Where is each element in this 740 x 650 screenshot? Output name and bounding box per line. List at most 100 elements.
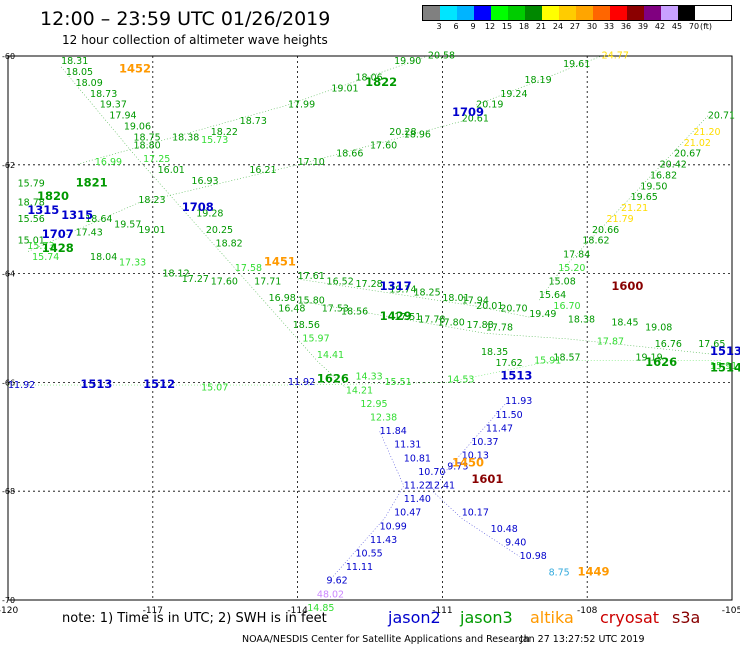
longitude-label: -120 — [0, 606, 18, 616]
sat-cryosat-label: cryosat — [600, 608, 660, 627]
time-label: 1626 — [645, 355, 677, 369]
wave-height-value: 19.19 — [635, 353, 662, 364]
wave-height-value: 18.38 — [568, 315, 595, 326]
time-label: 1626 — [317, 371, 349, 385]
credit-text: NOAA/NESDIS Center for Satellite Applica… — [242, 634, 530, 645]
latitude-label: -68 — [2, 487, 15, 496]
satellite-track — [75, 55, 428, 166]
wave-height-value: 10.99 — [380, 521, 407, 532]
wave-height-value: 20.25 — [206, 225, 233, 236]
legend-tick: 3 — [436, 22, 442, 31]
legend-tick: 33 — [603, 22, 615, 31]
legend-tick: 18 — [518, 22, 530, 31]
legend-tick: 6 — [453, 22, 459, 31]
wave-height-value: 20.71 — [708, 111, 735, 122]
wave-height-value: 11.22 — [404, 480, 431, 491]
time-label: 1822 — [365, 75, 397, 89]
time-label: 1317 — [380, 279, 412, 293]
wave-height-value: 16.82 — [650, 170, 677, 181]
wave-height-value: 18.22 — [211, 127, 238, 138]
wave-height-value: 19.90 — [394, 56, 421, 67]
legend-tick: 45 — [671, 22, 683, 31]
latitude-label: -64 — [2, 270, 15, 279]
wave-height-value: 10.48 — [491, 524, 518, 535]
wave-height-value: 17.78 — [418, 315, 445, 326]
latitude-label: -62 — [2, 161, 15, 170]
time-label: 1821 — [76, 176, 108, 190]
legend-ticks: 3 6 9 12 15 18 21 24 27 30 33 36 39 42 45 70 (ft) — [422, 21, 732, 33]
legend-tick: 27 — [569, 22, 581, 31]
wave-height-value: 17.71 — [254, 276, 281, 287]
wave-height-value: 20.01 — [476, 301, 503, 312]
wave-height-value: 18.78 — [18, 198, 45, 209]
wave-height-value: 11.47 — [486, 423, 513, 434]
legend-swatch — [525, 6, 542, 20]
time-label: 1707 — [42, 227, 74, 241]
wave-height-value: 18.09 — [76, 78, 103, 89]
legend-tick: 39 — [637, 22, 649, 31]
time-label: 1514 — [710, 361, 740, 375]
legend-swatch — [644, 6, 661, 20]
wave-height-value: 18.23 — [138, 195, 165, 206]
wave-height-value: 19.61 — [563, 59, 590, 70]
legend-swatches — [422, 5, 732, 21]
wave-height-value: 10.13 — [462, 451, 489, 462]
wave-height-value: 18.56 — [341, 306, 368, 317]
wave-height-value: 16.21 — [249, 165, 276, 176]
wave-height-value: 15.97 — [302, 334, 329, 345]
wave-height-value: 11.92 — [8, 380, 35, 391]
satellite-track — [27, 121, 462, 253]
time-label: 1513 — [80, 377, 112, 391]
wave-height-value: 17.84 — [563, 249, 590, 260]
wave-height-value: 18.01 — [442, 293, 469, 304]
wave-height-value: 18.75 — [133, 132, 160, 143]
time-label: 1708 — [182, 200, 214, 214]
wave-height-value: 18.73 — [240, 116, 267, 127]
legend-swatch — [593, 6, 610, 20]
wave-height-value: 17.87 — [597, 336, 624, 347]
satellite-track — [8, 360, 723, 386]
wave-height-value: 18.82 — [216, 238, 243, 249]
legend-tick: 15 — [501, 22, 513, 31]
wave-height-value: 15.56 — [18, 214, 45, 225]
wave-height-value: 11.84 — [380, 426, 407, 437]
wave-height-value: 10.81 — [404, 453, 431, 464]
wave-height-value: 19.28 — [196, 208, 223, 219]
wave-height-value: 16.52 — [327, 276, 354, 287]
time-label: 1315 — [27, 203, 59, 217]
longitude-label: -117 — [143, 606, 163, 616]
wave-height-value: 21.20 — [693, 127, 720, 138]
legend-tick: 24 — [552, 22, 564, 31]
legend-tick: 21 — [535, 22, 547, 31]
time-label: 1820 — [37, 189, 69, 203]
wave-height-value: 17.60 — [211, 276, 238, 287]
wave-height-value: 19.08 — [645, 323, 672, 334]
color-legend: 3 6 9 12 15 18 21 24 27 30 33 36 39 42 45 70 (ft) — [422, 5, 732, 33]
wave-height-value: 17.43 — [76, 228, 103, 239]
wave-height-value: 15.74 — [32, 252, 59, 263]
wave-height-value: 12.95 — [360, 399, 387, 410]
wave-height-value: 18.56 — [293, 320, 320, 331]
wave-height-value: 10.37 — [471, 437, 498, 448]
wave-height-value: 19.01 — [331, 83, 358, 94]
time-label: 1513 — [500, 369, 532, 383]
wave-height-value: 18.80 — [133, 140, 160, 151]
wave-height-value: 15.51 — [384, 377, 411, 388]
time-label: 1452 — [119, 61, 151, 75]
wave-height-value: 9.40 — [505, 538, 526, 549]
wave-height-value: 8.75 — [549, 568, 570, 579]
wave-height-value: 18.19 — [524, 75, 551, 86]
wave-height-value: 16.01 — [158, 165, 185, 176]
time-label: 1451 — [264, 254, 296, 268]
longitude-label: -105 — [722, 606, 740, 616]
wave-height-value: 9.73 — [447, 461, 468, 472]
legend-swatch — [576, 6, 593, 20]
legend-swatch — [627, 6, 644, 20]
satellite-track — [538, 115, 709, 301]
legend-swatch — [457, 6, 474, 20]
wave-height-value: 16.48 — [278, 304, 305, 315]
wave-height-value: 10.55 — [356, 548, 383, 559]
wave-height-value: 18.38 — [172, 132, 199, 143]
wave-height-value: 17.88 — [467, 320, 494, 331]
wave-height-value: 15.80 — [298, 296, 325, 307]
